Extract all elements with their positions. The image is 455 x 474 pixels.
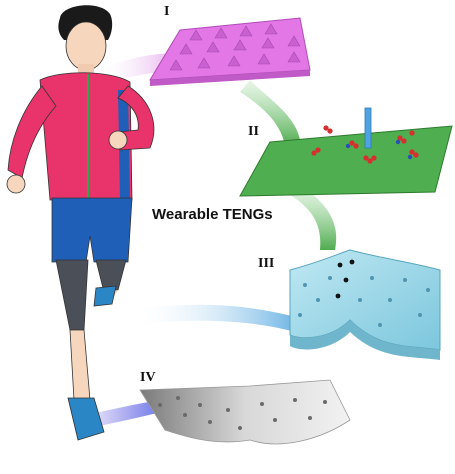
panel-ii-probe xyxy=(364,107,372,149)
runner-shoe-back xyxy=(93,285,117,307)
stream-to-panel-iii xyxy=(290,185,337,250)
stream-to-panel-ii xyxy=(240,80,300,145)
diagram-title: Wearable TENGs xyxy=(152,206,273,223)
panel-i-pyramid-array xyxy=(149,17,311,86)
runner-shorts xyxy=(51,197,133,263)
stream-to-panel-iii-lower xyxy=(130,304,300,332)
panel-i-edge xyxy=(150,70,310,86)
energy-streams xyxy=(85,53,337,428)
runner-leg-front xyxy=(55,259,89,331)
panel-ii-particles-blue xyxy=(345,139,413,160)
panel-iv-label: IV xyxy=(140,370,156,385)
panel-i-label: I xyxy=(164,4,170,19)
panel-ii-plate-with-probe xyxy=(239,107,453,197)
panel-iii-thickness xyxy=(290,320,440,360)
panel-iii-label: III xyxy=(258,256,275,271)
panel-ii-label: II xyxy=(248,124,259,139)
panel-iii-dots xyxy=(298,276,430,327)
runner-shoe-front xyxy=(67,397,105,441)
panel-iv-folded-sheet xyxy=(139,379,351,445)
panel-iv-sheet xyxy=(139,379,351,445)
panel-ii-particles xyxy=(311,125,419,164)
runner-hand-left xyxy=(6,174,26,194)
panel-iii-black-dots xyxy=(335,259,355,299)
stream-to-panel-iv xyxy=(85,400,162,428)
panel-iv-dots xyxy=(158,396,327,430)
panel-i-pyramids xyxy=(169,23,301,71)
runner-illustration xyxy=(6,5,155,441)
panel-i-plate xyxy=(149,17,311,81)
runner-face xyxy=(65,21,107,71)
runner-shin-front xyxy=(69,329,91,401)
panel-iii-curved-sheet xyxy=(289,249,441,360)
runner-hand-right xyxy=(108,130,128,150)
panel-ii-plate xyxy=(239,125,453,197)
